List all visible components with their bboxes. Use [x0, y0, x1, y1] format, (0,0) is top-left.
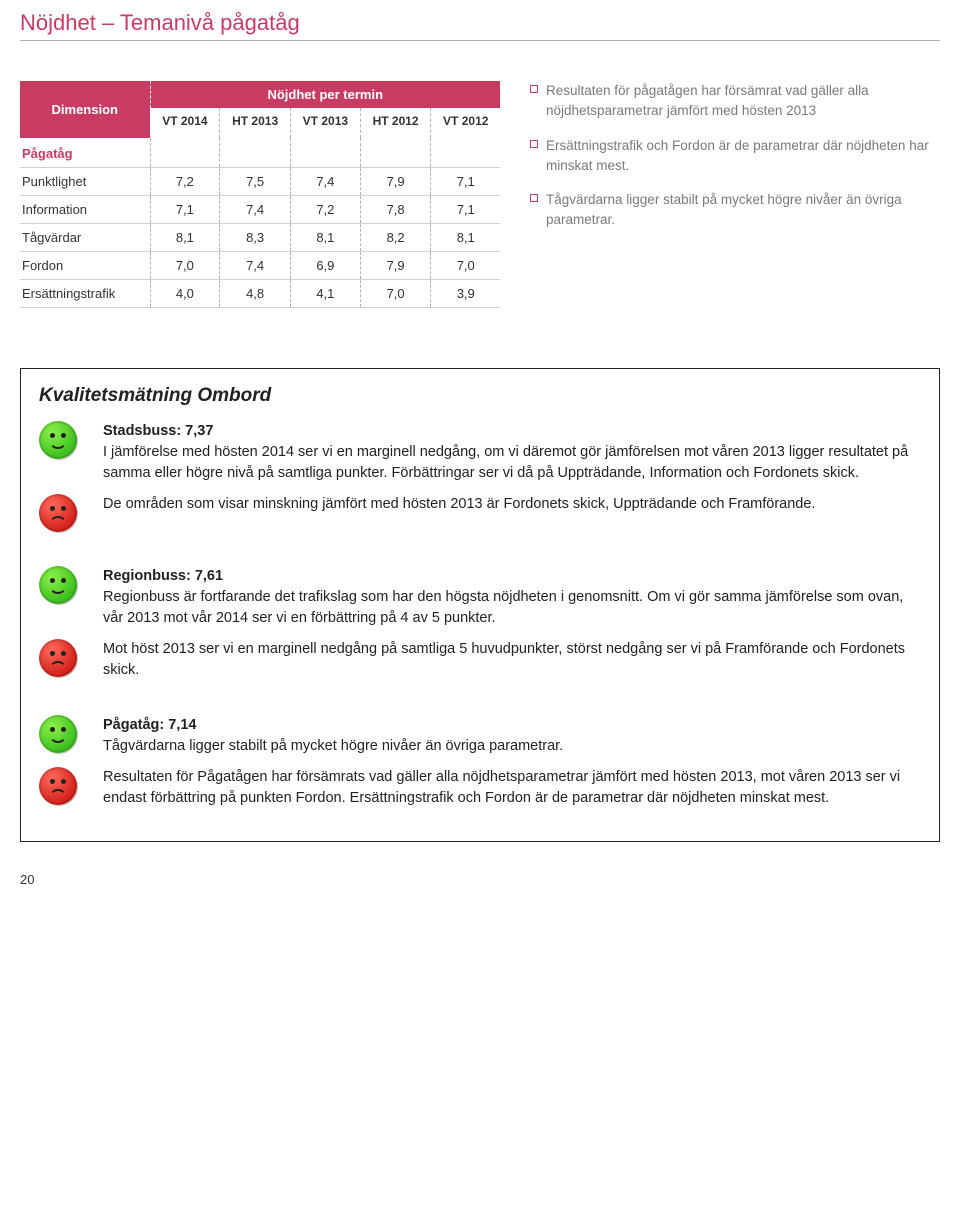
bullet-text: Ersättningstrafik och Fordon är de param…: [546, 136, 940, 177]
entry-red: Resultaten för Pågatågen har försämrats …: [39, 767, 921, 809]
section-red-text: Mot höst 2013 ser vi en marginell nedgån…: [103, 641, 905, 678]
entry-green: Stadsbuss: 7,37 I jämförelse med hösten …: [39, 421, 921, 484]
bullet-text: Tågvärdarna ligger stabilt på mycket hög…: [546, 190, 940, 231]
bullet-item: Ersättningstrafik och Fordon är de param…: [530, 136, 940, 177]
square-icon: [530, 85, 538, 93]
section-lead: Regionbuss: 7,61: [103, 568, 223, 584]
section-green-text: I jämförelse med hösten 2014 ser vi en m…: [103, 444, 908, 481]
frame-title: Kvalitetsmätning Ombord: [39, 385, 921, 407]
entry-red: De områden som visar minskning jämfört m…: [39, 494, 921, 532]
section-red-text: Resultaten för Pågatågen har försämrats …: [103, 769, 900, 806]
page-title: Nöjdhet – Temanivå pågatåg: [20, 10, 940, 41]
bullet-text: Resultaten för pågatågen har försämrat v…: [546, 81, 940, 122]
bullet-item: Tågvärdarna ligger stabilt på mycket hög…: [530, 190, 940, 231]
square-icon: [530, 140, 538, 148]
entry-red: Mot höst 2013 ser vi en marginell nedgån…: [39, 639, 921, 681]
section-green-text: Tågvärdarna ligger stabilt på mycket hög…: [103, 738, 563, 754]
smile-icon: [39, 566, 77, 604]
section-green-text: Regionbuss är fortfarande det trafikslag…: [103, 589, 903, 626]
section-lead: Pågatåg: 7,14: [103, 717, 197, 733]
table-row: Ersättningstrafik 4,0 4,8 4,1 7,0 3,9: [20, 280, 500, 308]
col-vt2013: VT 2013: [290, 108, 360, 138]
entry-green: Pågatåg: 7,14 Tågvärdarna ligger stabilt…: [39, 715, 921, 757]
top-row: Dimension Nöjdhet per termin VT 2014 HT …: [20, 81, 940, 308]
satisfaction-table: Dimension Nöjdhet per termin VT 2014 HT …: [20, 81, 500, 308]
col-ht2012: HT 2012: [360, 108, 431, 138]
entry-green: Regionbuss: 7,61 Regionbuss är fortfaran…: [39, 566, 921, 629]
smile-icon: [39, 715, 77, 753]
quality-frame: Kvalitetsmätning Ombord Stadsbuss: 7,37 …: [20, 368, 940, 842]
table-row: Information 7,1 7,4 7,2 7,8 7,1: [20, 196, 500, 224]
page-number: 20: [20, 872, 940, 887]
table-row: Tågvärdar 8,1 8,3 8,1 8,2 8,1: [20, 224, 500, 252]
table-row: Fordon 7,0 7,4 6,9 7,9 7,0: [20, 252, 500, 280]
frown-icon: [39, 639, 77, 677]
section-row: Pågatåg: [20, 138, 500, 168]
col-vt2014: VT 2014: [150, 108, 220, 138]
frown-icon: [39, 494, 77, 532]
square-icon: [530, 194, 538, 202]
smile-icon: [39, 421, 77, 459]
col-vt2012: VT 2012: [431, 108, 500, 138]
dimension-header: Dimension: [20, 81, 150, 138]
section-red-text: De områden som visar minskning jämfört m…: [103, 496, 815, 512]
section-lead: Stadsbuss: 7,37: [103, 423, 213, 439]
col-ht2013: HT 2013: [220, 108, 291, 138]
summary-bullets: Resultaten för pågatågen har försämrat v…: [530, 81, 940, 308]
table-row: Punktlighet 7,2 7,5 7,4 7,9 7,1: [20, 168, 500, 196]
bullet-item: Resultaten för pågatågen har försämrat v…: [530, 81, 940, 122]
group-header: Nöjdhet per termin: [150, 81, 500, 108]
frown-icon: [39, 767, 77, 805]
